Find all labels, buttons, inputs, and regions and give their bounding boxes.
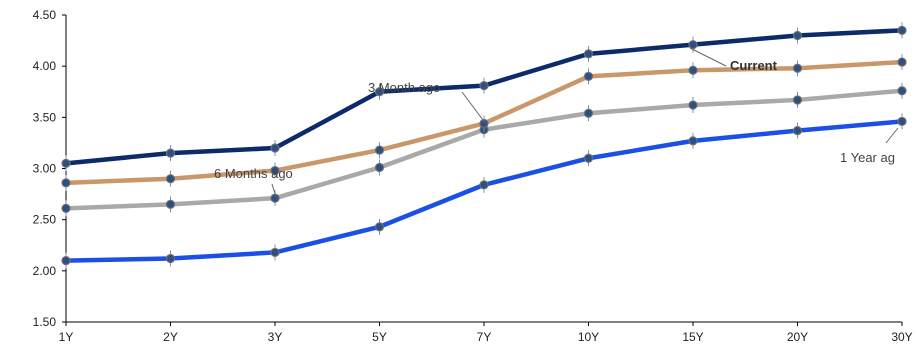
y-tick-label: 2.50 <box>33 213 57 227</box>
data-point <box>688 100 698 110</box>
x-tick-label: 15Y <box>682 330 703 344</box>
data-point <box>165 199 176 209</box>
data-point <box>61 158 71 168</box>
annotation-leader <box>271 183 277 198</box>
data-point <box>374 145 385 155</box>
data-point <box>61 203 71 214</box>
data-point <box>688 136 698 146</box>
data-point <box>792 126 803 136</box>
data-point <box>583 153 594 163</box>
y-tick-label: 3.00 <box>33 162 57 176</box>
data-point <box>374 222 385 232</box>
data-point <box>897 25 907 35</box>
data-point <box>165 253 176 264</box>
data-point <box>792 63 803 73</box>
data-point <box>270 165 280 176</box>
x-tick-label: 7Y <box>477 330 492 344</box>
data-point <box>270 143 280 153</box>
y-tick-label: 4.00 <box>33 59 57 73</box>
data-point <box>61 256 71 266</box>
data-point <box>897 86 907 96</box>
data-point <box>165 148 176 158</box>
data-point <box>792 95 803 105</box>
data-point <box>479 118 489 129</box>
x-tick-label: 5Y <box>372 330 387 344</box>
series-group <box>61 22 907 269</box>
annotations-group: Current 3 Month ago 6 Months ago 1 Year ag <box>214 47 899 198</box>
annotation-label: 6 Months ago <box>214 166 293 181</box>
annotation-leader <box>885 127 899 144</box>
x-tick-label: 3Y <box>268 330 283 344</box>
data-point <box>583 108 594 118</box>
y-tick-label: 4.50 <box>33 8 57 22</box>
y-tick-label: 3.50 <box>33 110 57 124</box>
data-point <box>688 40 698 50</box>
data-point <box>374 162 385 173</box>
data-point <box>270 247 280 258</box>
axes: 1.50 2.00 2.50 3.00 3.50 4.00 4.50 1Y 2Y 3Y 5Y 7Y 10… <box>33 8 913 344</box>
data-point <box>374 87 385 97</box>
data-point <box>583 49 594 59</box>
data-point <box>897 116 907 127</box>
x-tick-label: 1Y <box>59 330 74 344</box>
x-tick-label: 20Y <box>787 330 808 344</box>
y-tick-label: 2.00 <box>33 264 57 278</box>
data-point <box>583 71 594 82</box>
annotation-label: Current <box>730 58 778 73</box>
data-point <box>479 81 489 91</box>
series-line-0 <box>63 28 905 166</box>
annotation-leader <box>461 91 487 125</box>
annotation-leader <box>689 47 727 67</box>
data-point <box>897 57 907 67</box>
data-point <box>165 174 176 184</box>
annotation-label: 1 Year ag <box>840 150 895 165</box>
annotation-label: 3 Month ago <box>368 80 440 95</box>
y-tick-label: 1.50 <box>33 315 57 329</box>
x-tick-label: 10Y <box>578 330 599 344</box>
data-point <box>792 30 803 41</box>
data-point <box>61 178 71 188</box>
data-point <box>688 65 698 75</box>
data-point <box>479 180 489 190</box>
x-tick-label: 2Y <box>163 330 178 344</box>
x-tick-label: 30Y <box>891 330 912 344</box>
